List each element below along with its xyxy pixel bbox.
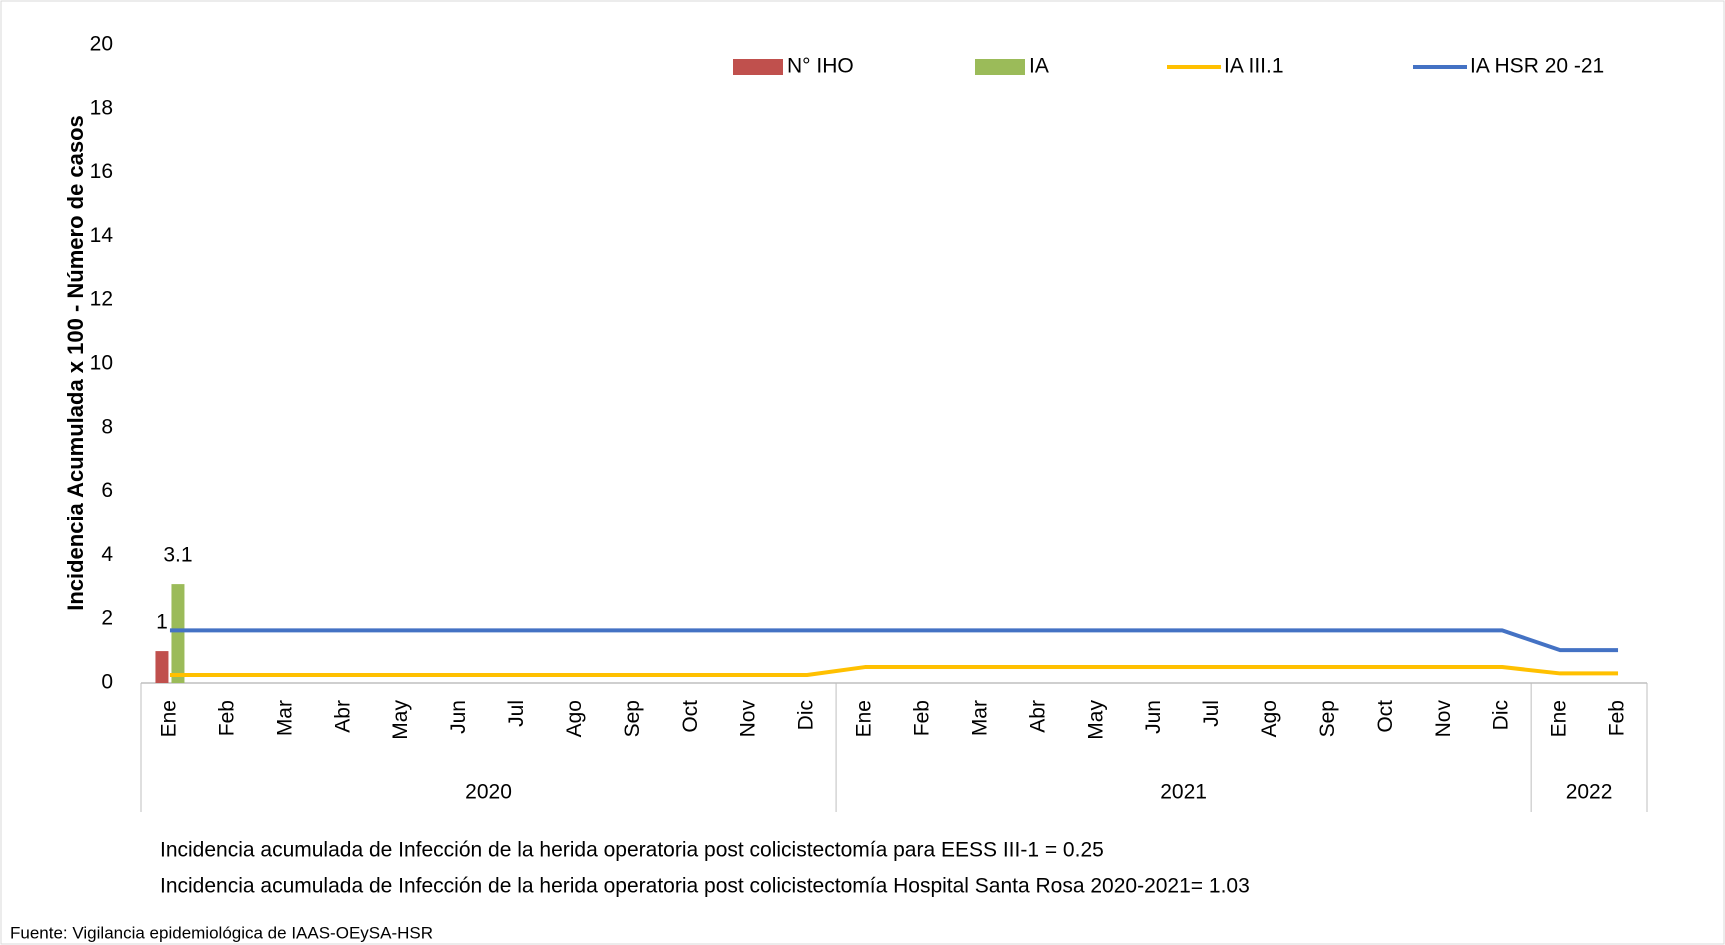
note: Incidencia acumulada de Infección de la … [160, 875, 1250, 898]
group-label: 2020 [465, 781, 512, 804]
legend-swatch [975, 59, 1025, 75]
x-tick-label: Ene [853, 700, 876, 737]
x-tick-label: Oct [1374, 700, 1397, 733]
y-tick-label: 12 [90, 288, 113, 311]
x-tick-label: Ene [158, 700, 181, 737]
y-tick-label: 20 [90, 33, 113, 56]
x-tick-label: Feb [215, 700, 238, 736]
x-tick-label: Jun [1142, 700, 1165, 734]
x-tick-label: Oct [679, 700, 702, 733]
x-tick-label: Dic [795, 700, 818, 730]
x-tick-label: May [389, 700, 412, 740]
line [169, 665, 1619, 678]
x-tick-label: Feb [1606, 700, 1629, 736]
x-tick-label: Abr [331, 700, 354, 733]
legend-swatch [733, 59, 783, 75]
legend-label: IA III.1 [1224, 55, 1284, 78]
x-tick-label: May [1084, 700, 1107, 740]
source: Fuente: Vigilancia epidemiológica de IAA… [10, 923, 433, 942]
y-tick-label: 0 [101, 671, 113, 694]
y-tick-label: 10 [90, 352, 113, 375]
x-tick-label: Ago [1258, 700, 1281, 737]
line [169, 628, 1619, 653]
note: Incidencia acumulada de Infección de la … [160, 839, 1104, 862]
x-tick-label: Jul [1200, 700, 1223, 727]
bar [155, 651, 169, 683]
x-tick-label: Jul [505, 700, 528, 727]
x-tick-label: Feb [911, 700, 934, 736]
data-label: 1 [156, 611, 168, 634]
y-axis-title: Incidencia Acumulada x 100 - Número de c… [63, 115, 88, 611]
legend-label: IA HSR 20 -21 [1470, 55, 1604, 78]
y-tick-label: 2 [101, 607, 113, 630]
y-tick-label: 6 [101, 479, 113, 502]
x-tick-label: Nov [1432, 700, 1455, 738]
x-tick-label: Abr [1026, 700, 1049, 733]
x-tick-label: Nov [737, 700, 760, 738]
legend-label: IA [1029, 55, 1049, 78]
y-tick-label: 4 [101, 543, 113, 566]
y-tick-label: 18 [90, 96, 113, 119]
x-tick-label: Sep [1316, 700, 1339, 737]
bar [171, 584, 185, 683]
x-tick-label: Dic [1490, 700, 1513, 730]
x-tick-label: Jun [447, 700, 470, 734]
y-tick-label: 14 [90, 224, 114, 247]
group-label: 2021 [1160, 781, 1207, 804]
y-tick-label: 16 [90, 160, 113, 183]
x-tick-label: Mar [968, 700, 991, 736]
x-tick-label: Sep [621, 700, 644, 737]
x-tick-label: Ene [1548, 700, 1571, 737]
x-tick-label: Ago [563, 700, 586, 737]
y-tick-label: 8 [101, 415, 113, 438]
legend-label: N° IHO [787, 55, 854, 78]
group-label: 2022 [1566, 781, 1613, 804]
x-tick-label: Mar [273, 700, 296, 736]
data-label: 3.1 [163, 544, 192, 567]
